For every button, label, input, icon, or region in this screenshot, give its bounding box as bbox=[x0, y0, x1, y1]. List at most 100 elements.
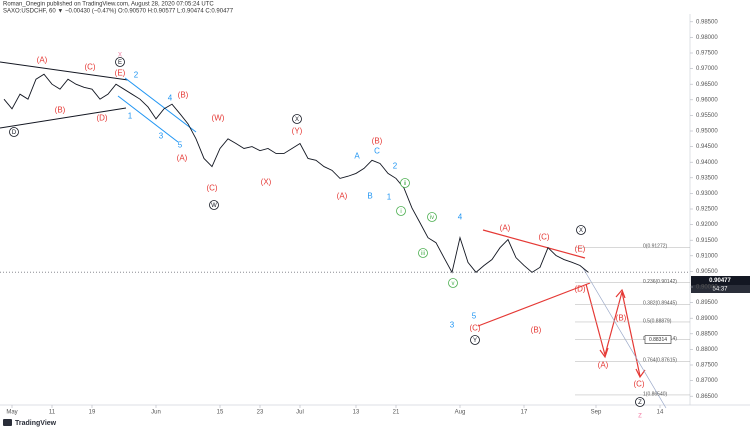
red-triangle-lower bbox=[477, 282, 591, 327]
wave-label: (B) bbox=[531, 326, 542, 335]
y-tick-label: 0.88500 bbox=[696, 331, 718, 337]
wave-label: 5 bbox=[178, 141, 183, 150]
x-tick-label: 19 bbox=[89, 410, 96, 416]
wave-label: 3 bbox=[450, 321, 455, 330]
wave-label: (C) bbox=[633, 380, 644, 389]
wave-circle bbox=[292, 114, 302, 124]
fib-label: 0.382(0.89445) bbox=[643, 301, 677, 307]
wave-label: Y bbox=[473, 338, 477, 344]
wave-circle bbox=[115, 57, 125, 67]
triangle-lower bbox=[0, 107, 127, 129]
red-triangle-upper bbox=[482, 229, 586, 259]
x-tick-label: 13 bbox=[353, 410, 360, 416]
y-tick-label: 0.94500 bbox=[696, 144, 718, 150]
countdown: 54:37 bbox=[712, 287, 728, 293]
x-tick-label: 15 bbox=[217, 410, 224, 416]
arrow-head bbox=[599, 347, 609, 359]
wave-label: (Y) bbox=[292, 127, 303, 136]
wave-label: (C) bbox=[84, 63, 95, 72]
wave-label: (A) bbox=[177, 154, 188, 163]
x-tick-label: Jun bbox=[151, 410, 161, 416]
wave-label: (X) bbox=[261, 178, 272, 187]
y-tick-label: 0.89000 bbox=[696, 316, 718, 322]
wave-label: 1 bbox=[387, 193, 392, 202]
y-tick-label: 0.90500 bbox=[696, 269, 718, 275]
wave-label: 3 bbox=[159, 132, 164, 141]
y-tick-label: 0.92500 bbox=[696, 207, 718, 213]
wave-label: (D) bbox=[574, 285, 585, 294]
price-line bbox=[3, 73, 589, 274]
wave-label: (A) bbox=[598, 361, 609, 370]
wave-label: 2 bbox=[393, 162, 398, 171]
wave-label: D bbox=[12, 130, 17, 136]
wave-label: A bbox=[354, 152, 360, 161]
drawings bbox=[0, 61, 667, 409]
wave-circle bbox=[418, 248, 428, 258]
countdown-box bbox=[691, 285, 750, 293]
y-tick-label: 0.90000 bbox=[696, 285, 718, 291]
projection-path bbox=[585, 283, 641, 377]
x-tick-label: Jul bbox=[296, 410, 304, 416]
wave-label: (B) bbox=[616, 314, 627, 323]
y-tick-label: 0.87500 bbox=[696, 363, 718, 369]
y-tick-label: 0.89500 bbox=[696, 300, 718, 306]
symbol-line: SAXO:USDCHF, 60 ▼ −0.00430 (−0.47%) O:0.… bbox=[3, 9, 234, 15]
triangle-upper bbox=[0, 61, 129, 81]
wave-label: (B) bbox=[178, 91, 189, 100]
publisher: Roman_Onegin published on TradingView.co… bbox=[3, 2, 214, 8]
x-tick-label: 11 bbox=[49, 410, 56, 416]
wave-circle bbox=[9, 127, 19, 137]
wave-label: C bbox=[374, 147, 380, 156]
y-tick-label: 0.88000 bbox=[696, 347, 718, 353]
price-box bbox=[691, 276, 750, 285]
wave-label: 5 bbox=[472, 312, 477, 321]
wave-label: (C) bbox=[206, 184, 217, 193]
x-tick-label: 14 bbox=[657, 410, 664, 416]
x-tick-label: 21 bbox=[393, 410, 400, 416]
wave-circle bbox=[396, 206, 406, 216]
wave-label: 4 bbox=[168, 94, 173, 103]
logo-icon bbox=[3, 419, 12, 426]
y-tick-label: 0.94000 bbox=[696, 160, 718, 166]
wave-label: 4 bbox=[458, 213, 463, 222]
wave-label: (E) bbox=[115, 69, 126, 78]
y-tick-label: 0.98500 bbox=[696, 19, 718, 25]
wave-circle bbox=[427, 212, 437, 222]
y-tick-label: 0.97500 bbox=[696, 51, 718, 57]
wave-label: iii bbox=[421, 251, 425, 257]
y-tick-label: 0.95000 bbox=[696, 129, 718, 135]
fib-label: 0.5(0.88879) bbox=[643, 318, 672, 324]
y-tick-label: 0.87000 bbox=[696, 378, 718, 384]
wave-label: x bbox=[118, 50, 122, 59]
fib-label: 0.764(0.87615) bbox=[643, 358, 677, 364]
wave-label: (E) bbox=[575, 245, 586, 254]
wave-circle bbox=[470, 335, 480, 345]
wave-label: B bbox=[367, 192, 372, 201]
wave-label: (W) bbox=[212, 114, 225, 123]
arrow-head bbox=[635, 368, 646, 379]
projection-guide bbox=[582, 267, 667, 409]
wave-label: (A) bbox=[337, 192, 348, 201]
wave-label: 1 bbox=[128, 112, 133, 121]
x-tick-label: Sep bbox=[591, 410, 602, 416]
y-tick-label: 0.92000 bbox=[696, 222, 718, 228]
wave-label: (A) bbox=[37, 56, 48, 65]
fib-label: 1(0.86540) bbox=[643, 391, 668, 397]
wave-label: X bbox=[579, 228, 583, 234]
wave-label: (A) bbox=[500, 224, 511, 233]
wave-circle bbox=[448, 278, 458, 288]
wave-label: v bbox=[452, 281, 455, 287]
y-tick-label: 0.93500 bbox=[696, 175, 718, 181]
x-tick-label: May bbox=[6, 410, 17, 416]
wave-label: iv bbox=[430, 215, 434, 221]
y-tick-label: 0.91500 bbox=[696, 238, 718, 244]
y-tick-label: 0.93000 bbox=[696, 191, 718, 197]
wave-label: (B) bbox=[372, 137, 383, 146]
wave-label: (D) bbox=[96, 114, 107, 123]
wave-label: i bbox=[400, 209, 401, 215]
y-tick-label: 0.96500 bbox=[696, 82, 718, 88]
wave-label: 2 bbox=[134, 71, 139, 80]
wave-circle bbox=[576, 225, 586, 235]
